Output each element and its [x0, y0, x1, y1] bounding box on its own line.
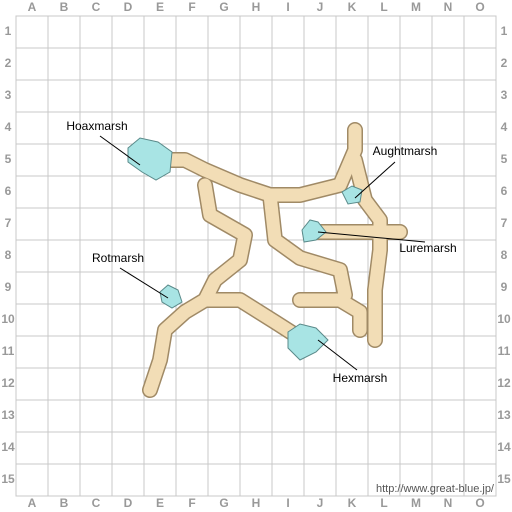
column-label: I: [286, 496, 289, 510]
column-label: O: [475, 0, 484, 14]
column-label: F: [188, 496, 195, 510]
column-label: C: [92, 0, 101, 14]
row-label: 6: [5, 184, 12, 198]
row-label: 7: [5, 216, 12, 230]
row-label: 10: [497, 312, 511, 326]
column-label: N: [444, 0, 453, 14]
row-label: 3: [5, 88, 12, 102]
leader-line: [99, 135, 141, 166]
grid: [16, 16, 496, 496]
row-label: 1: [5, 24, 12, 38]
column-label: O: [475, 496, 484, 510]
leader-line: [317, 339, 358, 371]
column-label: N: [444, 496, 453, 510]
row-label: 12: [497, 376, 511, 390]
row-label: 5: [5, 152, 12, 166]
row-label: 1: [501, 24, 508, 38]
column-label: E: [156, 0, 164, 14]
column-label: K: [348, 0, 357, 14]
column-label: L: [380, 0, 387, 14]
column-label: G: [219, 496, 228, 510]
column-label: H: [252, 0, 261, 14]
row-label: 11: [2, 344, 15, 358]
row-label: 15: [497, 472, 511, 486]
column-label: B: [60, 0, 69, 14]
column-label: L: [380, 496, 387, 510]
column-label: C: [92, 496, 101, 510]
marsh: [127, 137, 173, 181]
row-label: 15: [1, 472, 15, 486]
row-label: 13: [1, 408, 15, 422]
area-label: Hoaxmarsh: [66, 119, 127, 133]
row-label: 7: [501, 216, 508, 230]
row-label: 9: [5, 280, 12, 294]
row-label: 6: [501, 184, 508, 198]
area-label: Luremarsh: [399, 241, 456, 255]
row-label: 13: [497, 408, 511, 422]
row-label: 2: [501, 56, 508, 70]
column-label: J: [317, 496, 324, 510]
column-label: E: [156, 496, 164, 510]
column-label: A: [28, 496, 37, 510]
row-label: 2: [5, 56, 12, 70]
column-label: H: [252, 496, 261, 510]
column-label: I: [286, 0, 289, 14]
row-label: 4: [5, 120, 12, 134]
area-label: Hexmarsh: [333, 371, 388, 385]
map-frame: [15, 15, 497, 497]
row-label: 8: [501, 248, 508, 262]
row-label: 12: [1, 376, 15, 390]
leader-line: [354, 161, 396, 199]
leader-line: [317, 231, 426, 243]
marshes: [127, 137, 363, 361]
column-label: F: [188, 0, 195, 14]
column-label: J: [317, 0, 324, 14]
row-label: 4: [501, 120, 508, 134]
column-label: D: [124, 496, 133, 510]
marsh: [301, 219, 327, 243]
credit: http://www.great-blue.jp/: [376, 483, 495, 495]
leader-line: [119, 267, 169, 299]
column-label: M: [411, 496, 421, 510]
column-label: K: [348, 496, 357, 510]
area-label: Aughtmarsh: [373, 144, 438, 158]
row-label: 11: [498, 344, 511, 358]
column-label: A: [28, 0, 37, 14]
cave: [142, 122, 408, 398]
column-label: G: [219, 0, 228, 14]
row-label: 3: [501, 88, 508, 102]
row-label: 14: [497, 440, 511, 454]
row-label: 10: [1, 312, 15, 326]
row-label: 8: [5, 248, 12, 262]
row-label: 14: [1, 440, 15, 454]
leaders: [99, 135, 426, 371]
marsh: [341, 185, 363, 205]
column-label: M: [411, 0, 421, 14]
row-label: 9: [501, 280, 508, 294]
column-label: B: [60, 496, 69, 510]
row-label: 5: [501, 152, 508, 166]
column-label: D: [124, 0, 133, 14]
marsh: [287, 323, 329, 361]
marsh: [159, 284, 183, 309]
area-label: Rotmarsh: [92, 251, 144, 265]
